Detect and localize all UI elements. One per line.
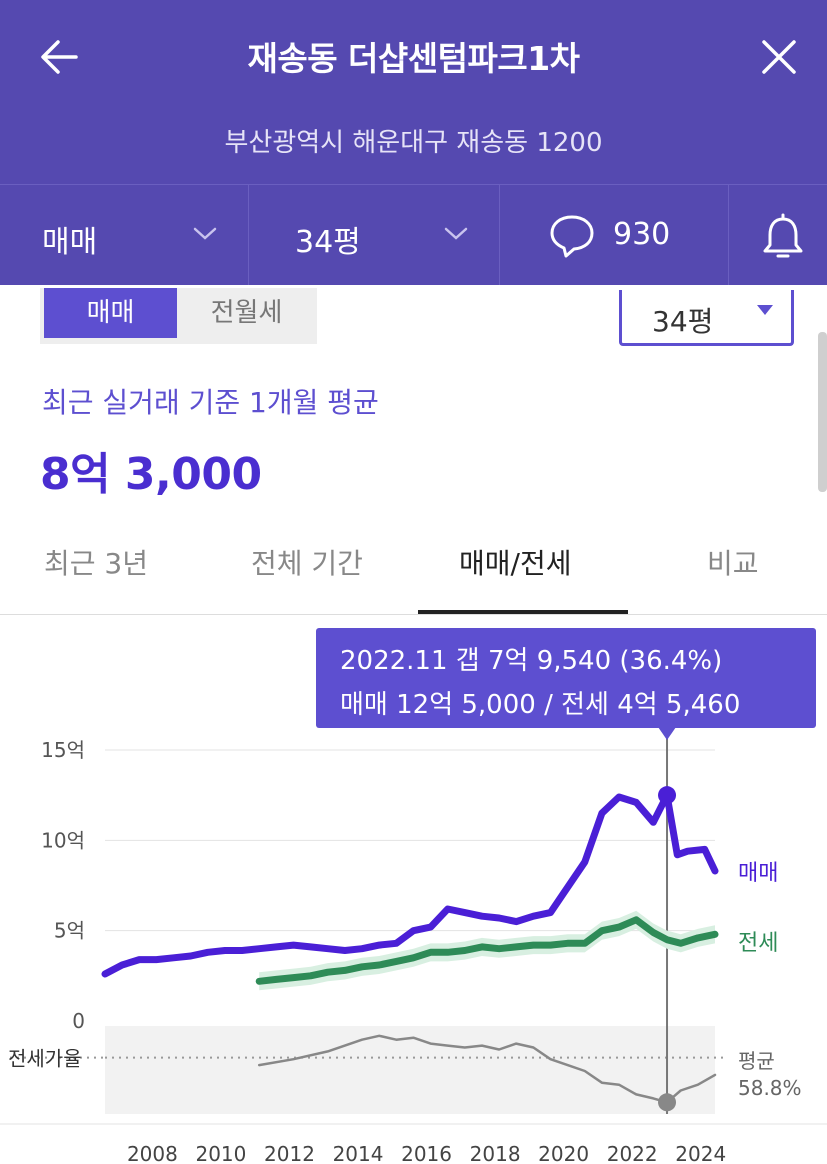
tooltip-prices: 매매 12억 5,000 / 전세 4억 5,460 [340, 690, 741, 720]
y-tick-label: 15억 [41, 738, 85, 762]
caret-down-icon [757, 305, 773, 315]
y-tick-label: 10억 [41, 828, 85, 852]
divider [499, 185, 500, 285]
trade-toggle: 매매 전월세 [40, 288, 317, 344]
scrollbar[interactable] [818, 332, 827, 492]
trade-type-dropdown[interactable]: 매매 [0, 185, 248, 285]
jeonse-series-label: 전세 [738, 931, 778, 956]
ratio-axis-label: 전세가율 [8, 1047, 82, 1071]
x-tick-label: 2016 [401, 1142, 452, 1164]
average-price: 8억 3,000 [40, 449, 262, 500]
x-tick-label: 2020 [538, 1142, 589, 1164]
x-tick-label: 2008 [127, 1142, 178, 1164]
toggle-sale[interactable]: 매매 [44, 288, 177, 338]
tooltip-gap: 2022.11 갭 7억 9,540 (36.4%) [340, 646, 723, 676]
chart-tooltip: 2022.11 갭 7억 9,540 (36.4%) 매매 12억 5,000 … [316, 628, 816, 728]
ratio-panel [105, 1026, 715, 1114]
sale-price-line [101, 791, 719, 978]
address-text: 부산광역시 해운대구 재송동 1200 [224, 128, 603, 158]
app-header: 재송동 더샵센텀파크1차 부산광역시 해운대구 재송동 1200 매매 34평 … [0, 0, 827, 285]
sale-series-label: 매매 [738, 861, 778, 886]
chevron-down-icon [444, 227, 468, 240]
tooltip-pointer [658, 727, 677, 740]
average-caption: 최근 실거래 기준 1개월 평균 [42, 386, 379, 419]
trade-type-label: 매매 [42, 225, 98, 260]
active-tab-indicator [418, 610, 628, 614]
toggle-rent[interactable]: 전월세 [210, 298, 283, 328]
comment-count: 930 [613, 217, 671, 252]
divider [728, 185, 729, 285]
title-bar: 재송동 더샵센텀파크1차 [0, 0, 827, 112]
tab-all-period[interactable]: 전체 기간 [251, 547, 363, 580]
size-dropdown[interactable]: 34평 [249, 185, 499, 285]
back-arrow-icon[interactable] [36, 34, 82, 80]
size-select-label: 34평 [652, 305, 714, 338]
size-label: 34평 [295, 225, 361, 260]
x-tick-label: 2022 [607, 1142, 658, 1164]
ratio-marker-point [658, 1093, 677, 1112]
period-tabs: 최근 3년 전체 기간 매매/전세 비교 [0, 520, 827, 615]
average-label: 평균 [738, 1049, 775, 1073]
jeonse-ratio-line [257, 1034, 717, 1104]
close-icon[interactable] [756, 34, 802, 80]
y-tick-label: 5억 [54, 919, 85, 943]
size-select[interactable]: 34평 [619, 290, 794, 346]
x-tick-label: 2024 [675, 1142, 726, 1164]
tab-compare[interactable]: 비교 [707, 547, 759, 580]
tab-sale-jeonse[interactable]: 매매/전세 [459, 547, 572, 580]
divider [0, 184, 827, 185]
speech-bubble-icon [550, 215, 594, 258]
tab-recent-3y[interactable]: 최근 3년 [44, 547, 148, 580]
page-title: 재송동 더샵센텀파크1차 [247, 39, 580, 78]
jeonse-price-line [255, 916, 719, 985]
comments-button[interactable]: 930 [500, 185, 728, 285]
chevron-down-icon [193, 227, 217, 240]
bell-icon [763, 213, 803, 258]
notification-button[interactable] [729, 185, 827, 285]
x-tick-label: 2012 [264, 1142, 315, 1164]
x-tick-label: 2010 [195, 1142, 246, 1164]
x-tick-label: 2018 [470, 1142, 521, 1164]
y-tick-label: 0 [72, 1009, 85, 1033]
filter-bar: 매매 34평 930 [0, 185, 827, 285]
x-tick-label: 2014 [333, 1142, 384, 1164]
sale-marker-point [658, 786, 677, 805]
average-value: 58.8% [738, 1076, 802, 1100]
divider [248, 185, 249, 285]
